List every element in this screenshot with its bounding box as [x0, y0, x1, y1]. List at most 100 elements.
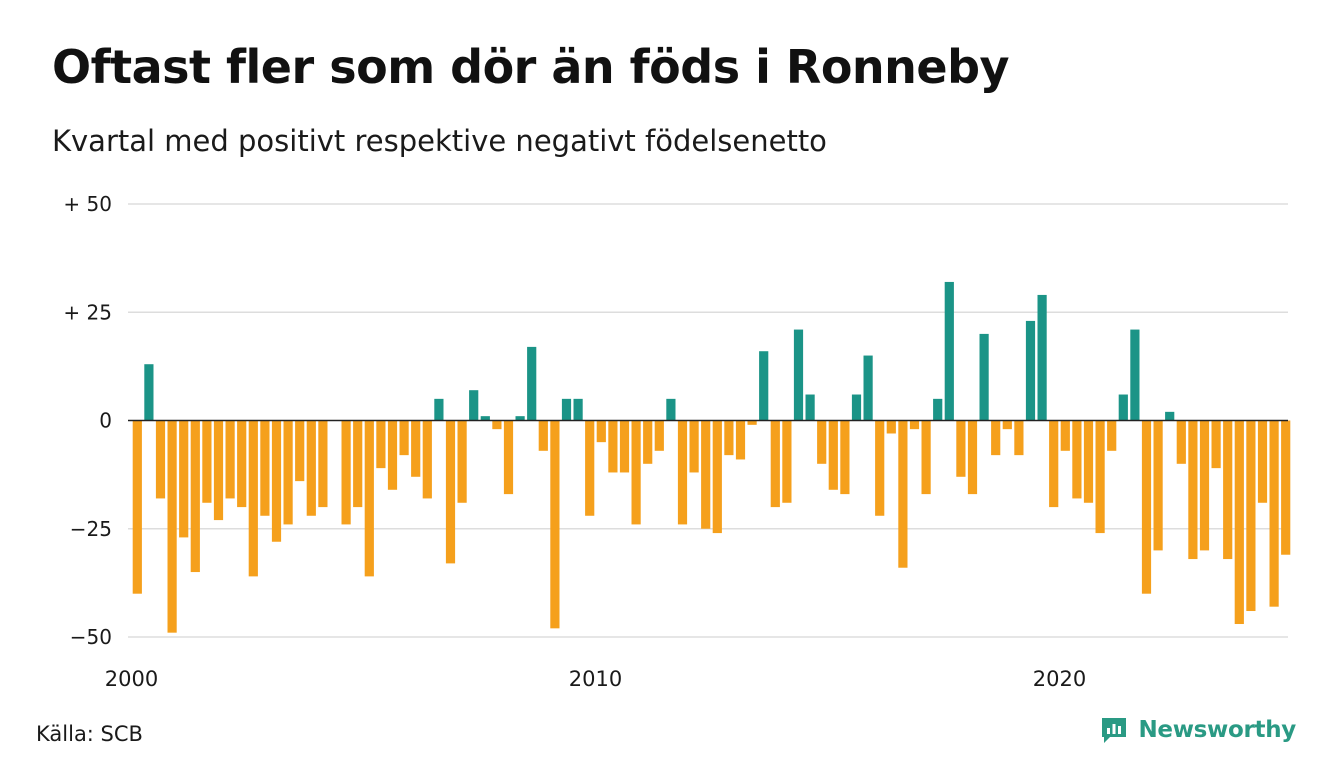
bar-2009-q1	[550, 420, 560, 629]
bar-2018-q4	[1002, 420, 1012, 430]
bar-2016-q2	[886, 420, 896, 434]
bar-2006-q3	[434, 398, 444, 421]
bar-2016-q1	[875, 420, 885, 516]
bar-2005-q4	[399, 420, 409, 456]
chart-subtitle: Kvartal med positivt respektive negativt…	[52, 124, 827, 158]
bar-2006-q4	[445, 420, 456, 564]
bar-2006-q1	[411, 420, 421, 477]
bar-2017-q4	[956, 420, 966, 477]
bar-2006-q2	[422, 420, 432, 499]
bar-2014-q3	[805, 394, 815, 421]
bar-2012-q3	[712, 420, 722, 534]
bars	[132, 281, 1291, 633]
newsworthy-logo-icon	[1102, 718, 1127, 743]
bar-2019-q1	[1014, 420, 1024, 456]
bar-2018-q3	[991, 420, 1001, 456]
bar-2010-q3	[619, 420, 630, 473]
bar-2016-q3	[898, 420, 908, 568]
bar-2002-q4	[260, 420, 270, 516]
bar-2017-q2	[933, 398, 943, 421]
bar-2021-q1	[1107, 420, 1117, 451]
bar-2004-q4	[353, 420, 363, 508]
bar-2023-q4	[1234, 420, 1244, 625]
bar-2016-q4	[909, 420, 920, 430]
bar-2020-q2	[1072, 420, 1082, 499]
bar-2008-q1	[503, 420, 514, 495]
bar-2013-q1	[735, 420, 746, 460]
bar-2010-q2	[608, 420, 618, 473]
bar-2003-q3	[295, 420, 305, 482]
bar-2023-q3	[1223, 420, 1233, 560]
y-tick-label: + 50	[63, 192, 112, 216]
bar-2013-q4	[770, 420, 780, 508]
bar-2015-q3	[851, 394, 862, 421]
bar-2003-q4	[306, 420, 316, 516]
bar-2018-q2	[979, 333, 989, 421]
bar-2001-q2	[190, 420, 200, 573]
y-axis-ticks: + 50 + 25 0 −25 −50	[63, 192, 112, 649]
bar-2001-q1	[179, 420, 189, 538]
bar-2007-q3	[480, 416, 490, 421]
bar-2008-q3	[527, 346, 537, 421]
bar-2022-q3	[1176, 420, 1186, 464]
bar-2018-q1	[967, 420, 978, 495]
bar-2000-q1	[132, 420, 142, 594]
bar-2002-q3	[248, 420, 258, 577]
bar-2022-q4	[1188, 420, 1198, 560]
bar-2012-q2	[701, 420, 711, 529]
x-tick-label: 2000	[105, 667, 158, 691]
bar-2011-q4	[677, 420, 688, 525]
bar-2021-q2	[1118, 394, 1128, 421]
bar-2022-q2	[1165, 411, 1175, 421]
bar-2021-q3	[1130, 329, 1140, 421]
bar-2009-q4	[585, 420, 595, 516]
bar-2014-q2	[793, 329, 804, 421]
bar-2003-q2	[283, 420, 293, 525]
bar-2024-q4	[1281, 420, 1291, 555]
source-note: Källa: SCB	[36, 722, 143, 746]
y-tick-label: + 25	[63, 300, 112, 324]
bar-2004-q1	[318, 420, 328, 508]
x-tick-label: 2010	[569, 667, 622, 691]
bar-2012-q1	[689, 420, 699, 473]
bar-2015-q1	[828, 420, 838, 490]
bar-2014-q4	[817, 420, 827, 464]
bar-2000-q3	[155, 420, 166, 499]
bar-2024-q1	[1246, 420, 1256, 612]
bar-2010-q1	[596, 420, 606, 443]
bar-2019-q4	[1049, 420, 1059, 508]
bar-2008-q2	[515, 416, 525, 421]
bar-2021-q4	[1141, 420, 1152, 594]
bar-2022-q1	[1153, 420, 1163, 551]
bar-2007-q2	[469, 390, 479, 421]
brand-logo: Newsworthy	[1099, 715, 1296, 745]
bar-2008-q4	[538, 420, 548, 451]
bar-2007-q4	[492, 420, 502, 430]
bar-2010-q4	[631, 420, 641, 525]
bar-2015-q2	[840, 420, 850, 495]
bar-2019-q2	[1025, 320, 1036, 421]
bar-2011-q3	[666, 398, 676, 421]
chart-title: Oftast fler som dör än föds i Ronneby	[52, 40, 1010, 94]
bar-2000-q2	[144, 364, 154, 421]
bar-2005-q3	[387, 420, 398, 490]
y-tick-label: −25	[70, 517, 112, 541]
bar-2013-q3	[759, 351, 769, 421]
bar-2001-q4	[213, 420, 224, 521]
bar-2024-q3	[1269, 420, 1279, 607]
bar-2000-q4	[167, 420, 177, 633]
bar-2001-q3	[202, 420, 212, 503]
bar-2013-q2	[747, 420, 757, 425]
bar-2024-q2	[1257, 420, 1268, 503]
bar-2009-q3	[573, 398, 583, 421]
brand-name: Newsworthy	[1138, 717, 1296, 743]
bar-2009-q2	[561, 398, 572, 421]
bar-2020-q1	[1060, 420, 1070, 451]
x-axis-ticks: 2000 2010 2020	[105, 667, 1086, 691]
y-tick-label: 0	[99, 409, 112, 433]
bar-2004-q3	[341, 420, 351, 525]
bar-2002-q1	[225, 420, 235, 499]
bar-2019-q3	[1037, 294, 1047, 421]
bar-2011-q1	[643, 420, 653, 464]
